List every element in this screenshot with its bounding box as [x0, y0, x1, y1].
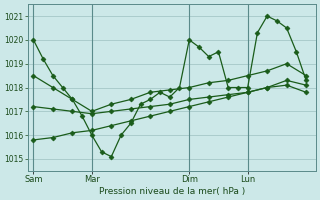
X-axis label: Pression niveau de la mer( hPa ): Pression niveau de la mer( hPa ) — [99, 187, 245, 196]
